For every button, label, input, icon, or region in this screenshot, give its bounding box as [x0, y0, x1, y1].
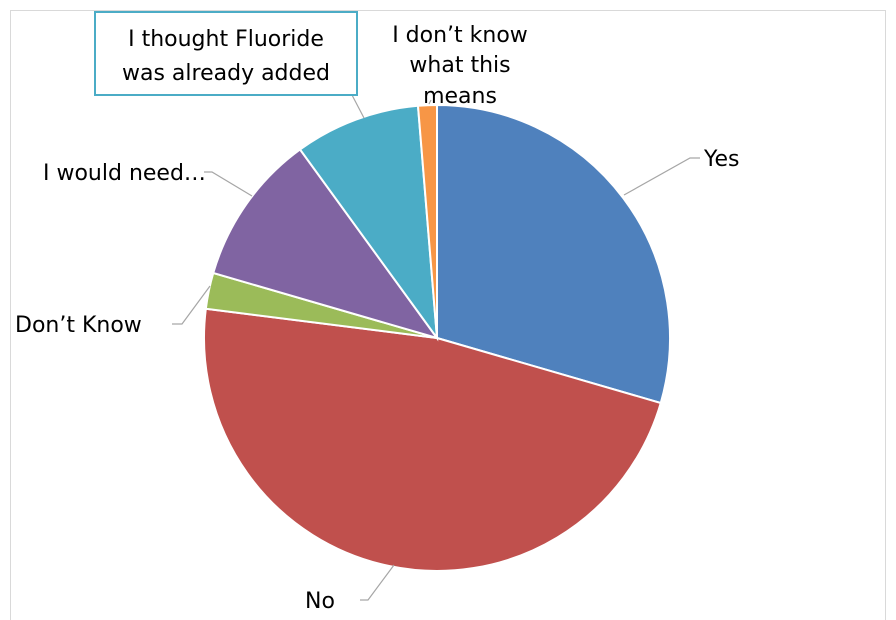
data-label-line: what this [409, 53, 510, 78]
leader-line-dont-know-means [428, 99, 432, 105]
data-label-box [94, 11, 358, 96]
data-label-line: means [423, 84, 497, 109]
data-label-line: was already added [122, 61, 330, 86]
chart-area [10, 10, 886, 620]
data-label-dont-know: Don’t Know [15, 313, 142, 338]
pie-slice-yes [436, 103, 671, 405]
leader-line-would-need [204, 171, 253, 197]
data-label-line: I thought Fluoride [128, 27, 324, 52]
data-label-would-need: I would need… [43, 161, 206, 186]
pie-slice-no [203, 307, 662, 572]
leader-line-thought-fluoride [351, 94, 365, 119]
data-label-yes: Yes [703, 147, 740, 172]
leader-line-dont-know [172, 285, 211, 325]
pie-slice-would-need [212, 148, 440, 340]
leader-line-yes [623, 157, 700, 196]
data-label-no: No [305, 589, 335, 614]
pie-slice-dont-know-means [416, 103, 438, 339]
data-label-line: I don’t know [392, 23, 528, 48]
pie-slices [203, 103, 671, 572]
pie-slice-thought-fluoride [298, 104, 439, 342]
data-label-thought-fluoride: I thought Fluoride was already added [94, 11, 358, 96]
data-label-dont-know-means: I don’t know what this means [392, 23, 528, 109]
leader-line-no [360, 564, 395, 601]
